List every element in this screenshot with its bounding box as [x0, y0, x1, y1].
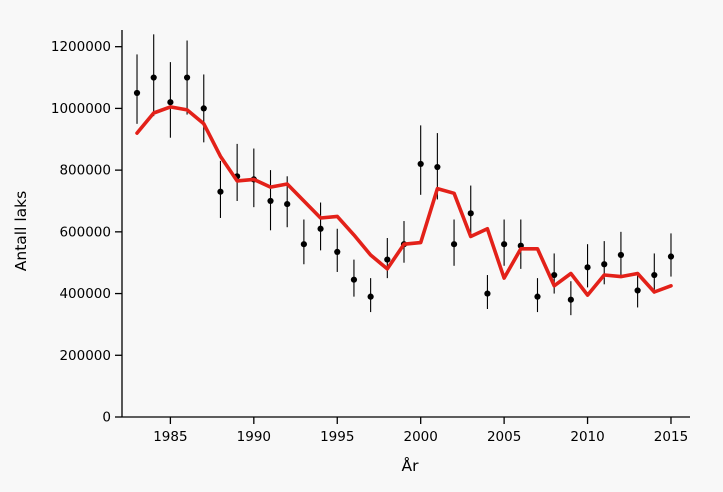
data-point — [551, 271, 558, 279]
x-tick-label: 1990 — [237, 429, 271, 445]
x-tick-label: 2015 — [654, 429, 688, 445]
data-point — [367, 293, 374, 300]
y-axis-title: Antall laks — [12, 191, 30, 271]
data-point — [417, 160, 424, 168]
x-axis-title: År — [402, 456, 420, 475]
data-point — [651, 271, 658, 279]
data-point — [434, 163, 441, 171]
data-point — [567, 296, 574, 303]
data-point — [601, 261, 608, 268]
x-tick-label: 1995 — [320, 429, 354, 445]
y-tick-label: 800000 — [59, 163, 111, 179]
data-point — [267, 197, 274, 205]
data-point — [450, 241, 458, 248]
data-point — [150, 74, 157, 81]
data-point — [133, 89, 141, 97]
trend-line — [135, 105, 673, 297]
data-point — [484, 290, 491, 297]
data-point — [334, 248, 341, 256]
data-point — [183, 74, 191, 81]
y-tick-label: 400000 — [59, 286, 111, 302]
data-point — [200, 105, 207, 112]
y-tick-label: 1000000 — [51, 101, 111, 117]
data-point — [501, 241, 508, 248]
data-point — [167, 99, 174, 106]
plot-layer: 0 200000 400000 600000 800000 1000000 1200000 1… — [51, 30, 690, 445]
y-tick-label: 1200000 — [51, 39, 111, 55]
data-point — [384, 256, 391, 263]
data-point — [284, 200, 291, 208]
x-tick-label: 1985 — [153, 429, 187, 445]
data-point — [634, 287, 641, 294]
x-tick-label: 2010 — [570, 429, 604, 445]
data-point — [350, 276, 358, 283]
data-point — [317, 225, 324, 232]
data-point — [467, 210, 474, 217]
data-point — [217, 188, 224, 195]
data-point — [534, 293, 541, 300]
y-tick-label: 0 — [102, 410, 111, 426]
y-tick-label: 600000 — [59, 224, 111, 240]
data-point — [300, 241, 307, 248]
x-tick-label: 2000 — [404, 429, 438, 445]
data-point — [667, 253, 675, 260]
data-point — [617, 251, 625, 259]
data-point — [584, 264, 591, 271]
x-tick-label: 2005 — [487, 429, 521, 445]
y-tick-label: 200000 — [59, 348, 111, 364]
